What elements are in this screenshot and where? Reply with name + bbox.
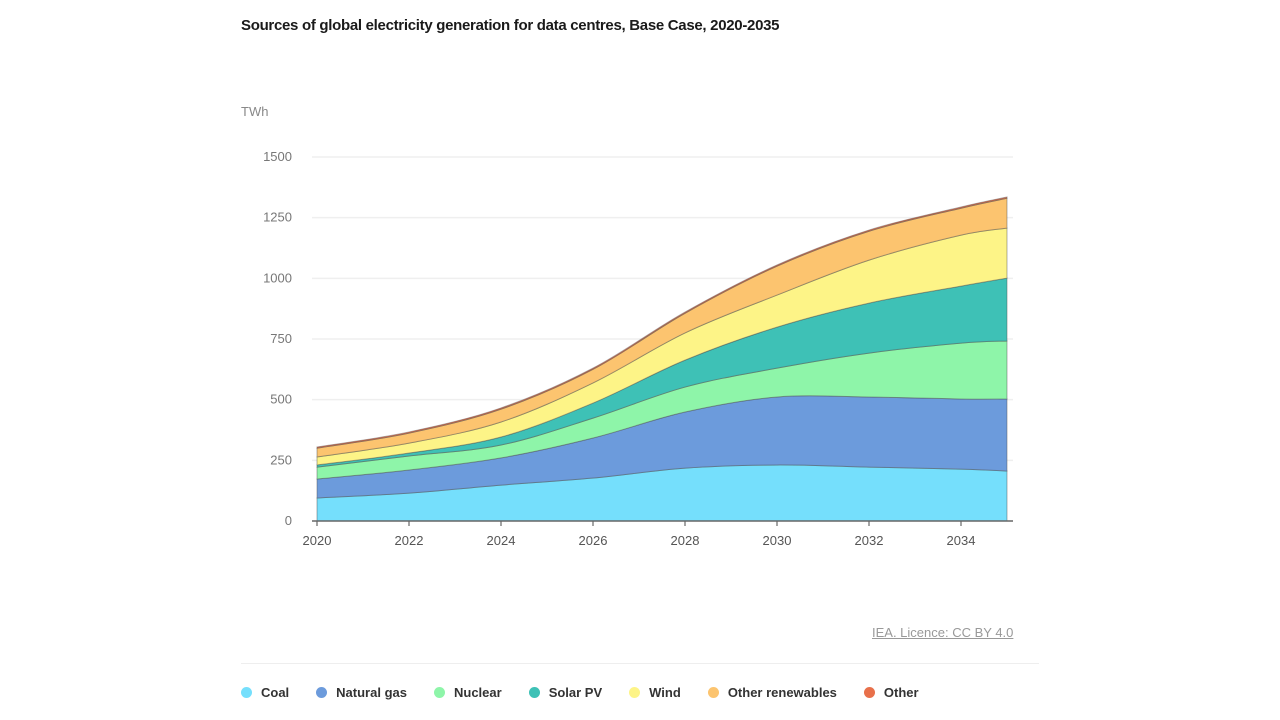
divider: [241, 663, 1039, 664]
legend-label: Nuclear: [453, 685, 502, 700]
legend-item-other-renewables[interactable]: Other renewables: [707, 685, 837, 700]
y-tick-label: 1250: [263, 210, 292, 225]
chart-title: Sources of global electricity generation…: [241, 17, 780, 34]
legend-item-wind[interactable]: Wind: [629, 685, 681, 700]
legend-label: Coal: [261, 685, 290, 700]
y-axis-label: TWh: [241, 104, 269, 119]
y-tick-label: 250: [270, 452, 292, 467]
legend-label: Solar PV: [548, 685, 603, 700]
y-tick-label: 0: [285, 513, 292, 528]
legend-item-coal[interactable]: Coal: [241, 685, 289, 700]
legend-item-other[interactable]: Other: [863, 685, 919, 700]
y-tick-label: 1000: [263, 270, 292, 285]
legend-label: Other renewables: [727, 685, 837, 700]
x-tick-label: 2026: [579, 533, 608, 548]
area-other: [316, 196, 1008, 449]
legend: Coal Natural gas Nuclear Solar PV Wind Other …: [241, 685, 946, 700]
y-tick-label: 1500: [263, 149, 292, 164]
legend-marker-icon: [528, 687, 540, 698]
legend-item-solar-pv[interactable]: Solar PV: [528, 685, 603, 700]
legend-item-natural-gas[interactable]: Natural gas: [316, 685, 407, 700]
legend-marker-icon: [316, 687, 328, 698]
x-tick-label: 2030: [763, 533, 792, 548]
x-tick-label: 2020: [303, 533, 332, 548]
legend-marker-icon: [863, 687, 875, 698]
legend-marker-icon: [241, 687, 252, 698]
x-tick-label: 2024: [487, 533, 516, 548]
legend-label: Wind: [649, 685, 681, 700]
y-tick-label: 750: [270, 331, 292, 346]
legend-label: Natural gas: [336, 685, 407, 700]
x-tick-label: 2032: [855, 533, 884, 548]
legend-marker-icon: [707, 687, 719, 698]
x-tick-label: 2022: [395, 533, 424, 548]
legend-item-nuclear[interactable]: Nuclear: [433, 685, 502, 700]
x-tick-label: 2028: [671, 533, 700, 548]
legend-label: Other: [883, 685, 919, 700]
x-tick-label: 2034: [947, 533, 976, 548]
licence-link[interactable]: IEA. Licence: CC BY 4.0: [872, 625, 1014, 640]
legend-marker-icon: [433, 687, 445, 698]
y-tick-label: 500: [270, 392, 292, 407]
legend-marker-icon: [629, 687, 641, 698]
